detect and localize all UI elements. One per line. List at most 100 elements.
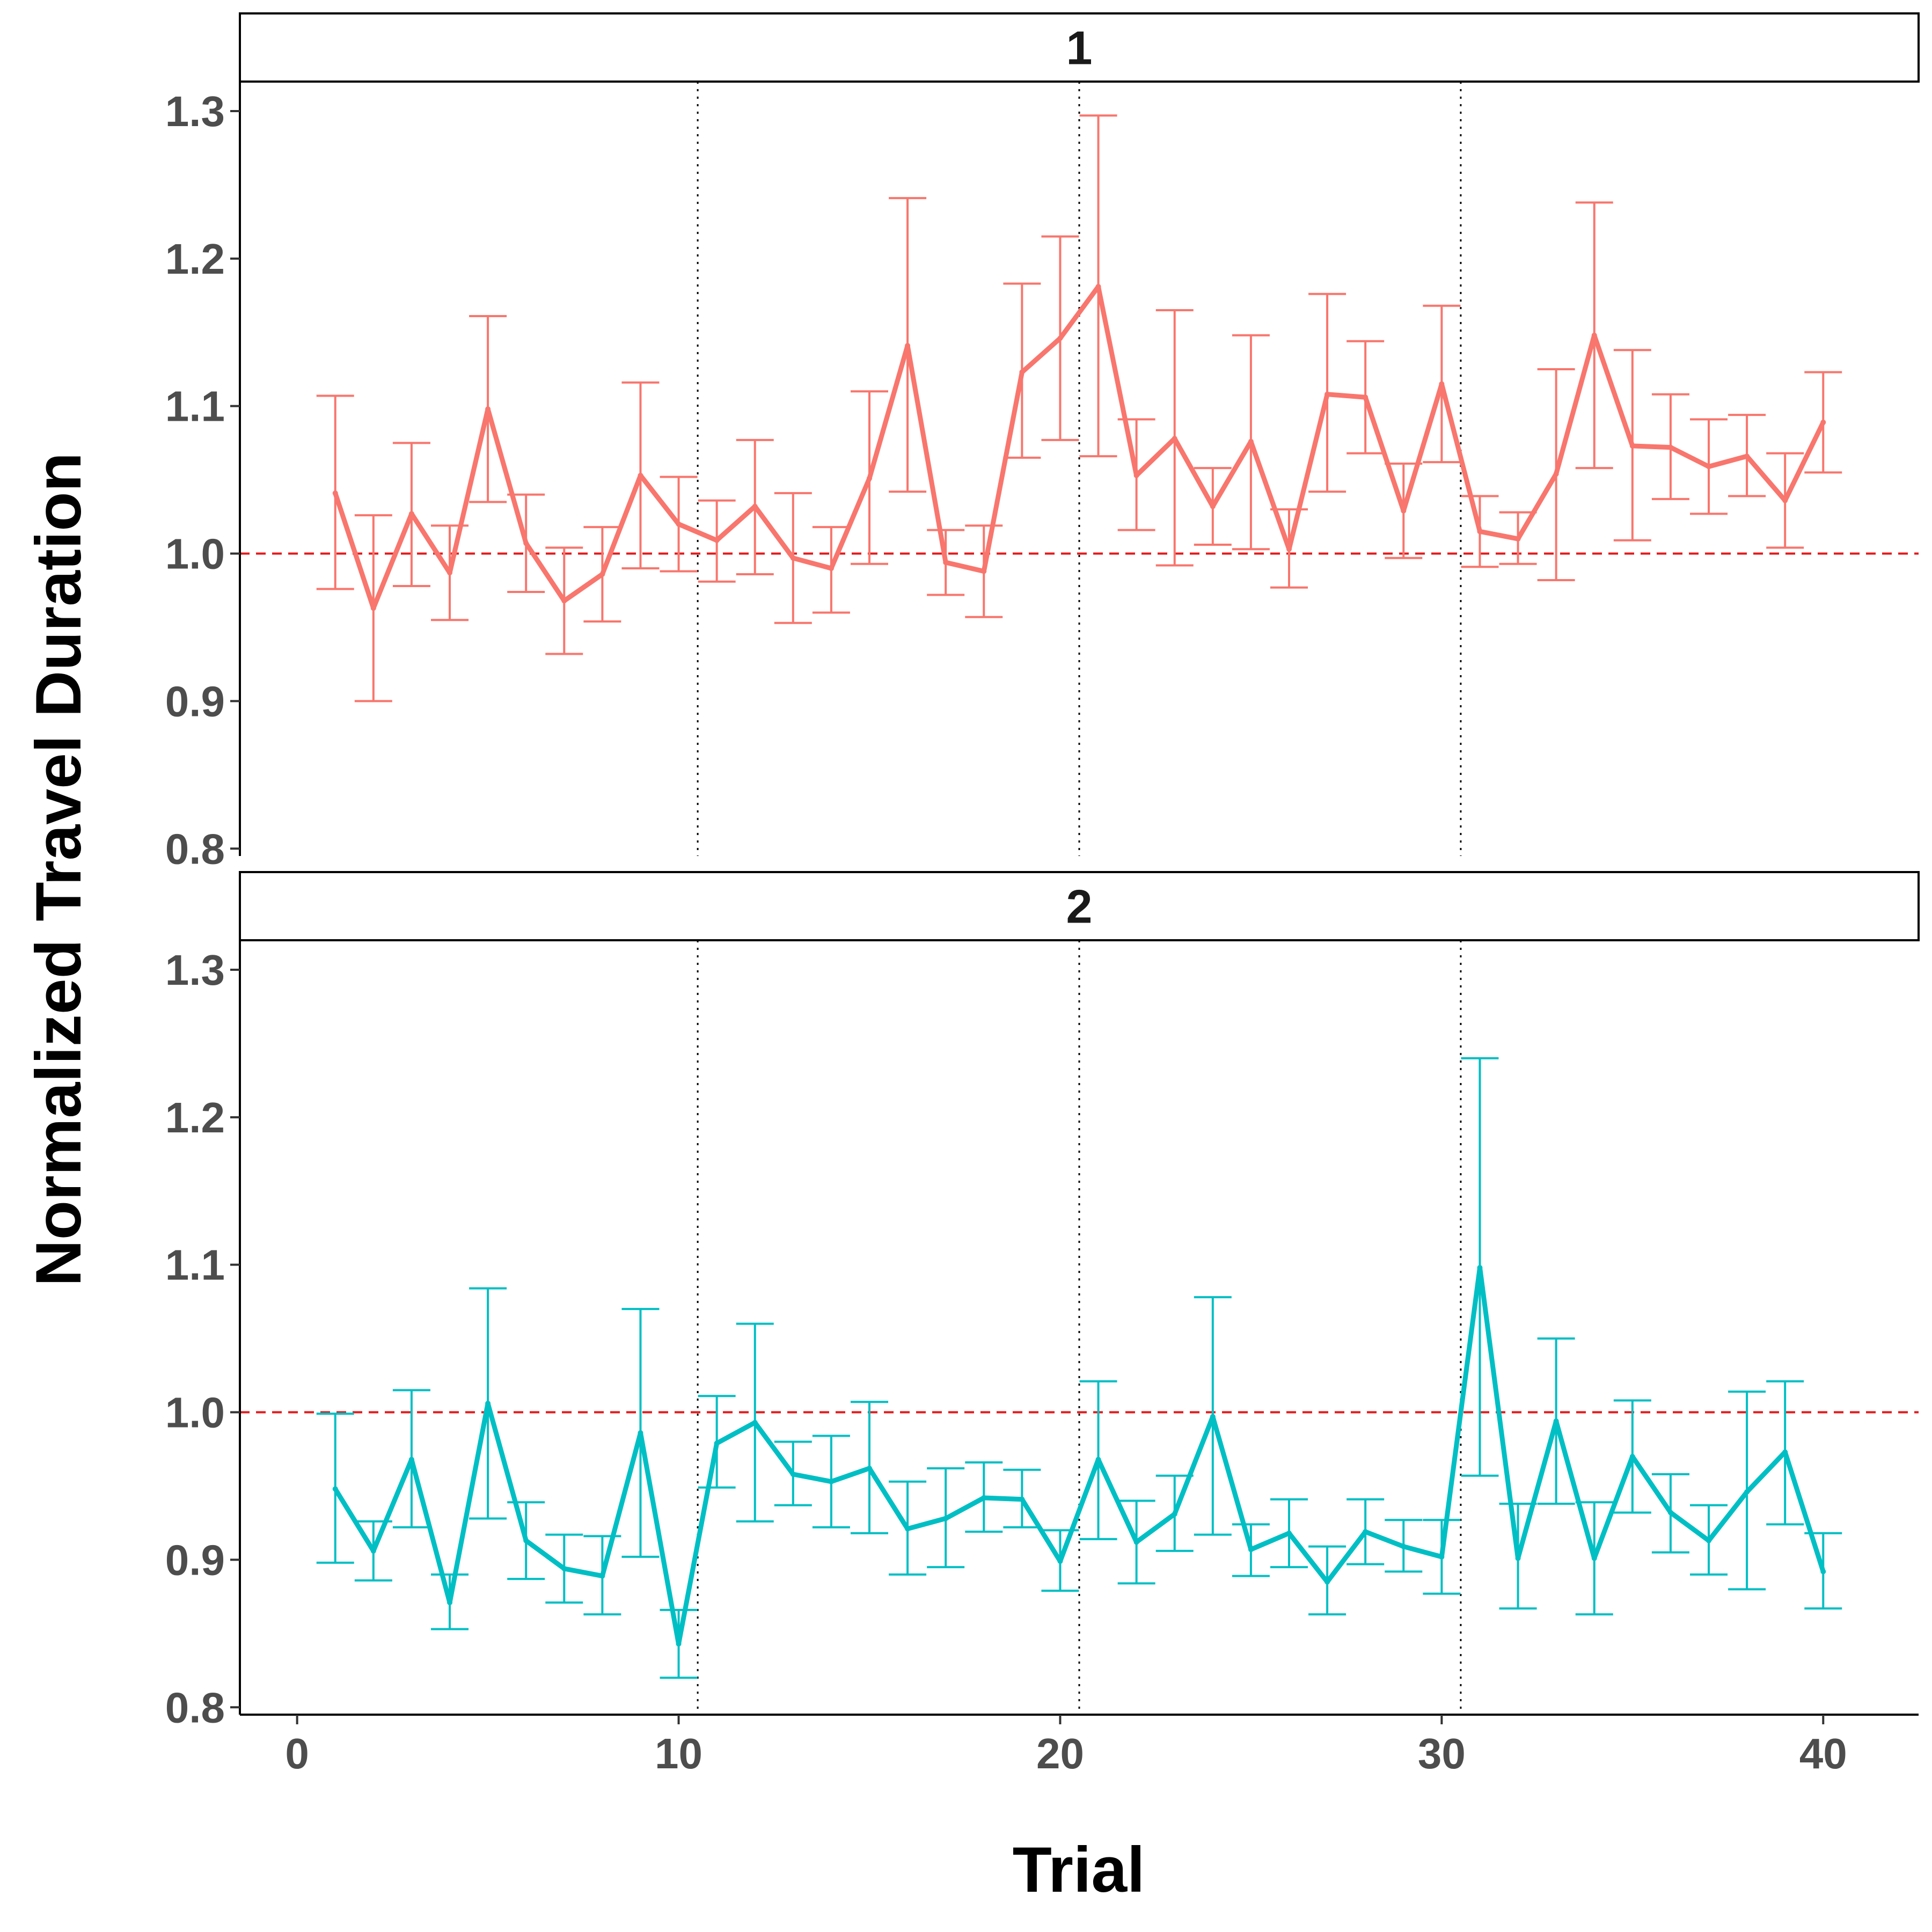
y-tick-label: 1.3 — [165, 87, 225, 135]
data-point — [1553, 1418, 1559, 1424]
data-point — [1363, 394, 1368, 400]
data-point — [1477, 1265, 1483, 1271]
x-axis-title: Trial — [1013, 1834, 1145, 1906]
data-point — [523, 540, 529, 546]
data-point — [905, 342, 911, 348]
data-point — [638, 472, 643, 478]
data-point — [523, 1538, 529, 1543]
data-point — [1286, 546, 1292, 552]
panels-layer: 1 0.8 0.9 1.0 1.1 1.2 1.3 2 0.8 0.9 1.0 1.1 1.2 1.3 — [165, 12, 1920, 1731]
data-point — [447, 1600, 452, 1606]
data-point — [981, 568, 987, 574]
y-tick-label: 1.1 — [165, 1241, 225, 1289]
data-point — [676, 1641, 682, 1647]
data-point — [1324, 391, 1330, 397]
y-tick-label: 0.9 — [165, 677, 225, 725]
facet-strip-label: 2 — [1066, 880, 1093, 933]
y-tick-label: 1.2 — [165, 235, 225, 283]
data-point — [1820, 419, 1826, 425]
data-point — [1591, 332, 1597, 338]
data-point — [1782, 497, 1788, 503]
data-point — [943, 1516, 949, 1521]
x-tick-label: 10 — [655, 1730, 702, 1777]
data-point — [1782, 1449, 1788, 1455]
data-point — [1057, 1558, 1063, 1564]
x-tick-label: 30 — [1418, 1730, 1466, 1777]
data-point — [1553, 471, 1559, 477]
data-point — [1401, 1543, 1407, 1549]
data-point — [943, 560, 949, 566]
data-point — [1667, 444, 1673, 450]
data-point — [1591, 1555, 1597, 1561]
data-point — [370, 605, 376, 611]
data-point — [828, 566, 834, 572]
data-point — [1210, 1414, 1216, 1419]
data-point — [1439, 1554, 1445, 1560]
data-point — [561, 598, 567, 604]
data-point — [1019, 1496, 1025, 1502]
data-point — [332, 1486, 338, 1492]
facet-strip-label: 1 — [1066, 21, 1093, 75]
data-point — [714, 537, 720, 543]
data-point — [905, 1526, 911, 1532]
data-point — [1706, 464, 1711, 470]
data-point — [1477, 529, 1483, 535]
data-point — [828, 1479, 834, 1484]
data-point — [1172, 1511, 1177, 1517]
series-line-panel-1 — [333, 284, 1826, 611]
x-tick-label: 0 — [285, 1730, 309, 1777]
data-point — [676, 521, 682, 527]
y-tick-label: 1.0 — [165, 1389, 225, 1437]
data-point — [1324, 1579, 1330, 1585]
data-point — [1629, 1454, 1635, 1459]
y-tick-label: 1.2 — [165, 1094, 225, 1141]
y-tick-label: 1.0 — [165, 530, 225, 578]
data-point — [790, 1471, 796, 1477]
y-tick-label: 0.8 — [165, 825, 225, 873]
data-point — [1744, 1489, 1750, 1495]
data-point — [714, 1440, 720, 1446]
data-point — [1667, 1510, 1673, 1516]
data-point — [790, 555, 796, 561]
data-point — [1515, 536, 1521, 542]
data-point — [1744, 453, 1750, 459]
data-point — [1095, 1457, 1101, 1462]
data-point — [1439, 381, 1445, 387]
y-axis-title: Normalized Travel Duration — [23, 452, 94, 1286]
facet-strip — [239, 871, 1920, 941]
data-point — [1248, 438, 1254, 444]
data-point — [1515, 1555, 1521, 1561]
data-point — [561, 1565, 567, 1571]
data-point — [485, 406, 491, 412]
data-point — [867, 475, 872, 481]
data-point — [981, 1495, 987, 1501]
data-point — [867, 1465, 872, 1471]
data-point — [1248, 1547, 1254, 1553]
data-point — [1095, 284, 1101, 290]
x-tick-label: 40 — [1799, 1730, 1847, 1777]
data-point — [599, 572, 605, 577]
data-point — [408, 1457, 414, 1462]
panel-1: 1 0.8 0.9 1.0 1.1 1.2 1.3 — [165, 12, 1920, 873]
data-point — [638, 1430, 643, 1436]
data-point — [1401, 508, 1407, 514]
y-tick-label: 1.3 — [165, 946, 225, 994]
series-line-panel-2 — [333, 1265, 1826, 1646]
data-point — [485, 1401, 491, 1407]
facet-strip — [239, 12, 1920, 83]
data-point — [1820, 1569, 1826, 1575]
data-point — [332, 490, 338, 496]
data-point — [408, 511, 414, 517]
data-point — [1286, 1530, 1292, 1536]
data-point — [752, 1419, 758, 1425]
y-tick-label: 0.8 — [165, 1684, 225, 1731]
x-axis: 0 10 20 30 40 — [240, 1714, 1919, 1777]
data-point — [752, 503, 758, 509]
data-point — [370, 1548, 376, 1554]
data-point — [1629, 443, 1635, 449]
data-point — [1210, 503, 1216, 509]
y-tick-label: 1.1 — [165, 383, 225, 430]
data-point — [1133, 1539, 1139, 1545]
data-point — [1133, 472, 1139, 478]
